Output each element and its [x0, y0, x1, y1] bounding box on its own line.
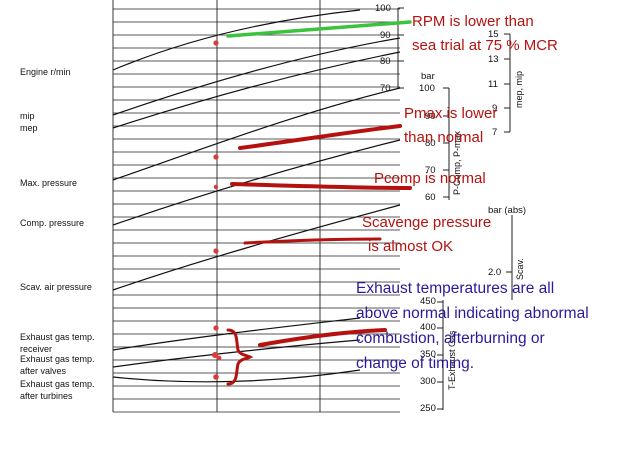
- point-exh-receiver: [213, 325, 219, 331]
- tick-t-250: 250: [420, 403, 436, 414]
- point-mep: [213, 154, 219, 160]
- label-mep: mep: [20, 123, 38, 133]
- label-comp-pressure: Comp. pressure: [20, 218, 85, 228]
- label-exh-turbines-1: Exhaust gas temp.: [20, 379, 95, 389]
- axis-mep-mip: mep, mip: [514, 70, 524, 108]
- point-exh-turbines: [213, 374, 219, 380]
- bar-label-1: bar: [421, 71, 435, 82]
- label-exh-valves-2: after valves: [20, 366, 67, 376]
- scale-axes: [397, 7, 513, 410]
- red-marker-scav: [243, 237, 382, 245]
- note-exh-line1: Exhaust temperatures are all: [356, 280, 555, 297]
- label-engine-rpm: Engine r/min: [20, 67, 71, 77]
- note-rpm-line1: RPM is lower than: [412, 13, 534, 30]
- tick-mep-9: 9: [492, 103, 498, 114]
- tick-t-300: 300: [420, 376, 436, 387]
- point-exh-valves-b: [216, 355, 222, 361]
- note-exh-line2: above normal indicating abnormal: [356, 305, 589, 322]
- red-marker-exh: [258, 328, 387, 347]
- tick-rpm-90: 90: [380, 30, 391, 41]
- note-rpm-line2: sea trial at 75 % MCR: [412, 37, 558, 54]
- axis-scav: Scav.: [515, 258, 525, 280]
- curve-pmax: [112, 87, 401, 181]
- tick-t-350: 350: [420, 349, 436, 360]
- tick-p-70: 70: [425, 165, 436, 176]
- note-scav-line1: Scavenge pressure: [362, 214, 492, 231]
- measurement-points: [212, 40, 222, 380]
- tick-rpm-70: 70: [380, 83, 391, 94]
- tick-mep-11: 11: [488, 79, 498, 90]
- label-exh-turbines-2: after turbines: [20, 391, 73, 401]
- point-pmax: [213, 184, 219, 190]
- tick-t-400: 400: [420, 322, 436, 333]
- tick-p-60: 60: [425, 192, 436, 203]
- label-mip: mip: [20, 111, 35, 121]
- tick-p-100: 100: [419, 83, 435, 94]
- curve-scav: [112, 204, 401, 291]
- red-marker-pcomp: [230, 182, 412, 190]
- tick-mep-13: 13: [488, 54, 499, 65]
- point-exh-valves-a: [212, 352, 218, 358]
- curve-exh-valves: [112, 339, 361, 368]
- curve-mep: [112, 51, 401, 129]
- red-brace: [226, 328, 254, 386]
- tick-mep-15: 15: [488, 29, 499, 40]
- tick-p-80: 80: [425, 138, 436, 149]
- curve-pcomp: [112, 139, 401, 226]
- label-max-pressure: Max. pressure: [20, 178, 78, 188]
- grid-horizontal: [113, 8, 400, 413]
- curve-rpm: [112, 9, 361, 71]
- label-scav-pressure: Scav. air pressure: [20, 282, 92, 292]
- note-pmax-line1: Pmax is lower: [404, 105, 498, 122]
- tick-rpm-100: 100: [375, 3, 391, 14]
- note-pmax-line2: than normal: [404, 129, 484, 146]
- tick-scav-2: 2.0: [488, 267, 502, 278]
- tick-rpm-80: 80: [380, 56, 391, 67]
- label-exh-valves-1: Exhaust gas temp.: [20, 354, 95, 364]
- marker-strokes: [226, 20, 412, 386]
- bar-abs-label: bar (abs): [488, 205, 527, 216]
- tick-t-450: 450: [420, 296, 436, 307]
- trend-curves: [112, 9, 401, 383]
- curve-mip: [112, 37, 401, 116]
- note-scav-line2: is almost OK: [368, 238, 454, 255]
- note-exh-line3: combustion, afterburning or: [356, 330, 545, 347]
- curve-exh-turbines: [112, 369, 361, 383]
- green-marker-rpm: [226, 20, 412, 38]
- tick-p-90: 90: [425, 111, 436, 122]
- curve-exh-receiver: [112, 317, 361, 351]
- label-exh-receiver-2: receiver: [20, 344, 53, 354]
- point-scav: [213, 248, 219, 254]
- point-rpm: [213, 40, 219, 46]
- label-exh-receiver-1: Exhaust gas temp.: [20, 332, 95, 342]
- note-pcomp: Pcomp is normal: [374, 170, 486, 187]
- red-marker-pmax: [238, 124, 402, 150]
- tick-mep-7: 7: [492, 127, 498, 138]
- note-exh-line4: change of timing.: [356, 355, 475, 372]
